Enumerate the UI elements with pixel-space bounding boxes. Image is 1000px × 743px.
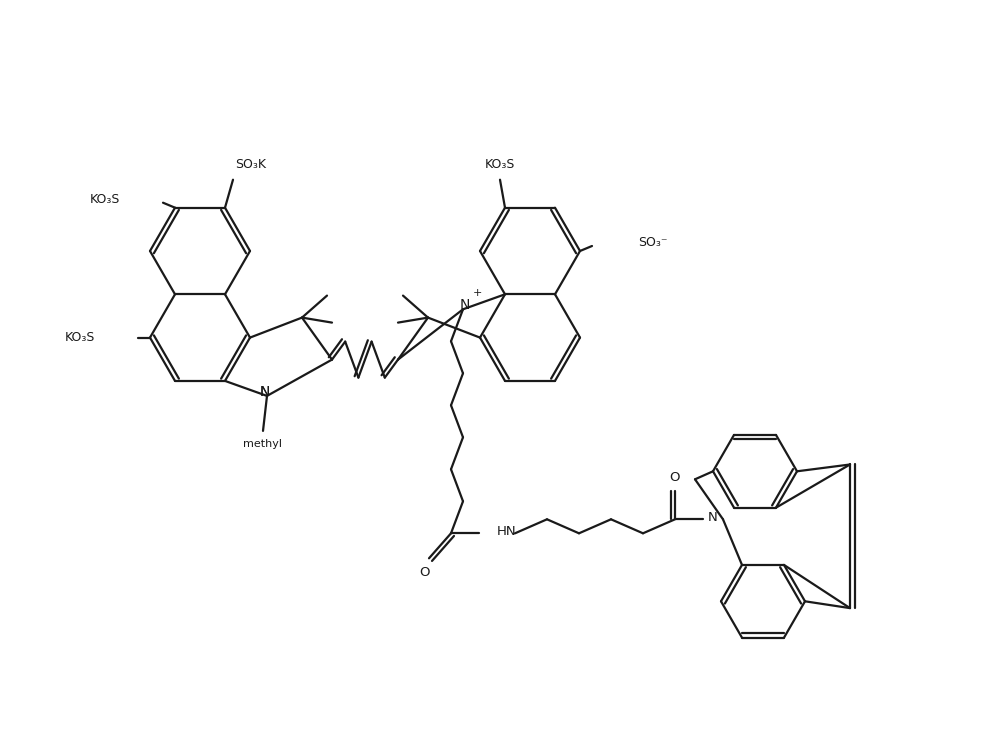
Text: SO₃⁻: SO₃⁻	[638, 236, 668, 250]
Text: methyl: methyl	[244, 439, 283, 449]
Text: KO₃S: KO₃S	[90, 193, 120, 207]
Text: KO₃S: KO₃S	[65, 331, 95, 344]
Text: KO₃S: KO₃S	[485, 158, 515, 171]
Text: SO₃K: SO₃K	[235, 158, 266, 171]
Text: HN: HN	[497, 525, 517, 538]
Text: +: +	[472, 288, 482, 298]
Text: O: O	[670, 471, 680, 484]
Text: N: N	[260, 385, 270, 399]
Text: N: N	[460, 298, 470, 312]
Text: O: O	[419, 566, 429, 579]
Text: N: N	[708, 510, 718, 524]
Text: N: N	[260, 385, 270, 399]
